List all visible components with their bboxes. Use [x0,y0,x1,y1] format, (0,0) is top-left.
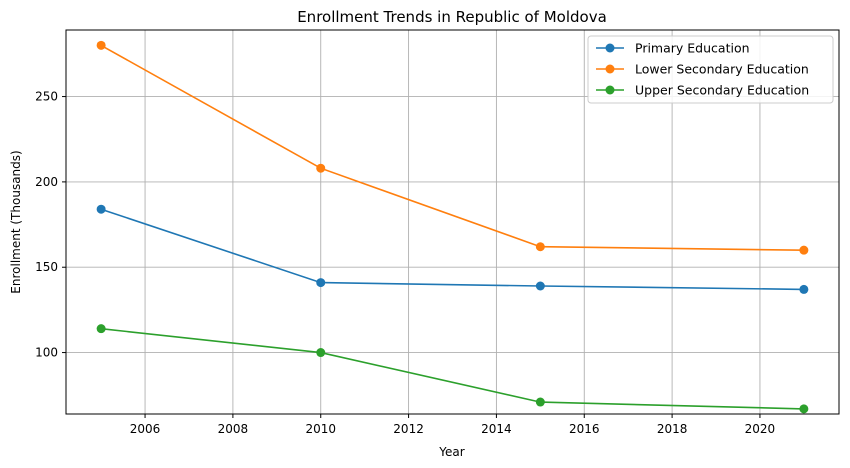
legend-swatch-marker [605,85,615,95]
y-tick-label: 200 [35,175,58,189]
data-point-primary-education [316,278,326,288]
data-point-upper-secondary-education [799,404,809,414]
y-axis-label: Enrollment (Thousands) [9,150,23,293]
x-tick-label: 2014 [481,422,512,436]
chart-title: Enrollment Trends in Republic of Moldova [297,8,607,26]
data-point-lower-secondary-education [316,163,326,173]
series-line-lower-secondary-education [100,44,804,251]
y-tick-label: 150 [35,260,58,274]
x-axis-ticks: 2006 2008 2010 2012 2014 2016 2018 2020 [130,414,775,436]
x-axis-label: Year [438,445,464,459]
data-point-lower-secondary-education [535,242,545,252]
legend-swatch-marker [605,43,615,53]
data-point-upper-secondary-education [535,397,545,407]
data-point-primary-education [535,281,545,291]
series-lower-secondary-education [96,40,809,255]
legend-box [587,35,834,104]
x-tick-label: 2016 [569,422,600,436]
legend-label: Lower Secondary Education [635,62,809,77]
data-point-lower-secondary-education [799,245,809,255]
x-tick-label: 2010 [305,422,336,436]
series-primary-education [96,204,809,294]
plot-area-frame [65,29,840,415]
grid [66,30,839,414]
y-tick-label: 250 [35,90,58,104]
legend-label: Upper Secondary Education [635,83,809,98]
x-tick-label: 2020 [745,422,776,436]
series-upper-secondary-education [96,324,809,414]
x-tick-label: 2012 [393,422,424,436]
x-tick-label: 2006 [130,422,161,436]
data-point-primary-education [799,284,809,294]
x-tick-label: 2018 [657,422,688,436]
y-axis-ticks: 100 150 200 250 [35,90,66,360]
legend-label: Primary Education [635,41,750,56]
legend: Primary Education Lower Secondary Educati… [587,35,834,104]
y-tick-label: 100 [35,346,58,360]
data-point-lower-secondary-education [96,40,106,50]
series-layer [96,40,809,414]
data-point-upper-secondary-education [96,324,106,334]
series-line-upper-secondary-education [101,327,804,410]
series-line-primary-education [100,208,804,291]
x-tick-label: 2008 [218,422,249,436]
data-point-upper-secondary-education [316,348,326,358]
data-point-primary-education [96,204,106,214]
legend-swatch-marker [605,64,615,74]
